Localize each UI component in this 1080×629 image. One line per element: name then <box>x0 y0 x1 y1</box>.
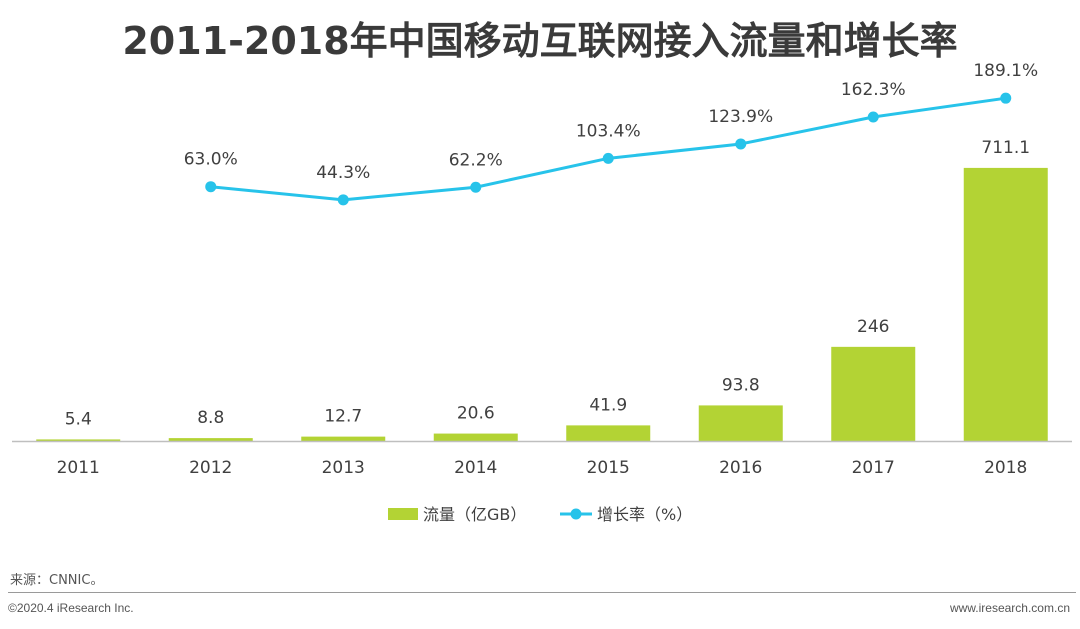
growth-rate-line <box>210 96 1006 202</box>
x-tick-label-2015: 2015 <box>587 458 630 478</box>
legend-bar-swatch <box>388 508 418 520</box>
x-tick-label-2012: 2012 <box>189 458 232 478</box>
growth-point-2013 <box>337 194 349 206</box>
bar-2016 <box>698 405 783 442</box>
bar-2013 <box>301 436 386 442</box>
source-note: 来源：CNNIC。 <box>10 573 104 588</box>
growth-point-2016 <box>735 138 747 150</box>
bar-value-label-2013: 12.7 <box>324 407 362 427</box>
growth-label-2018: 189.1% <box>973 61 1038 81</box>
bar-2012 <box>168 438 253 442</box>
chart-title: 2011-2018年中国移动互联网接入流量和增长率 <box>122 19 958 63</box>
bar-2011 <box>36 439 121 442</box>
x-axis-labels: 2011 2012 2013 2014 2015 2016 2017 2018 <box>57 458 1028 478</box>
x-tick-label-2011: 2011 <box>57 458 100 478</box>
x-tick-label-2017: 2017 <box>852 458 895 478</box>
legend-bar-label: 流量（亿GB） <box>423 505 526 524</box>
bar-value-label-2016: 93.8 <box>722 375 760 395</box>
growth-label-2016: 123.9% <box>708 107 773 127</box>
growth-point-2015 <box>602 152 614 164</box>
legend-line-label: 增长率（%） <box>597 505 692 524</box>
bar-value-label-2017: 246 <box>857 317 889 337</box>
bar-value-labels: 5.4 8.8 12.7 20.6 41.9 93.8 246 711.1 <box>65 138 1030 430</box>
growth-label-2012: 63.0% <box>184 150 238 170</box>
growth-point-2017 <box>867 111 879 123</box>
bar-2014 <box>433 433 518 442</box>
legend-line-marker <box>570 508 582 520</box>
bar-2015 <box>566 425 651 442</box>
bar-value-label-2015: 41.9 <box>589 395 627 415</box>
bar-value-label-2018: 711.1 <box>981 138 1030 158</box>
bars-layer <box>36 167 1048 442</box>
growth-point-2018 <box>1000 92 1012 104</box>
growth-point-2012 <box>205 181 217 193</box>
x-tick-label-2013: 2013 <box>322 458 365 478</box>
footer-divider <box>8 592 1076 593</box>
bar-value-label-2011: 5.4 <box>65 409 92 429</box>
bar-2017 <box>831 346 916 442</box>
growth-label-2015: 103.4% <box>576 121 641 141</box>
chart-svg: 2011 2012 2013 2014 2015 2016 2017 2018 5.4 8.8 1… <box>12 61 1072 524</box>
footer-copyright: ©2020.4 iResearch Inc. <box>8 601 134 615</box>
bar-value-label-2014: 20.6 <box>457 404 495 424</box>
growth-point-2014 <box>470 181 482 193</box>
x-tick-label-2018: 2018 <box>984 458 1027 478</box>
legend: 流量（亿GB） 增长率（%） <box>388 505 692 524</box>
growth-label-2017: 162.3% <box>841 80 906 100</box>
bar-value-label-2012: 8.8 <box>197 408 224 428</box>
x-tick-label-2014: 2014 <box>454 458 497 478</box>
growth-label-2014: 62.2% <box>449 150 503 170</box>
line-series-layer: 63.0% 44.3% 62.2% 103.4% 123.9% 162.3% 189.1% <box>184 61 1038 206</box>
growth-label-2013: 44.3% <box>316 163 370 183</box>
footer-website: www.iresearch.com.cn <box>949 601 1070 615</box>
bar-2018 <box>963 167 1048 442</box>
x-tick-label-2016: 2016 <box>719 458 762 478</box>
